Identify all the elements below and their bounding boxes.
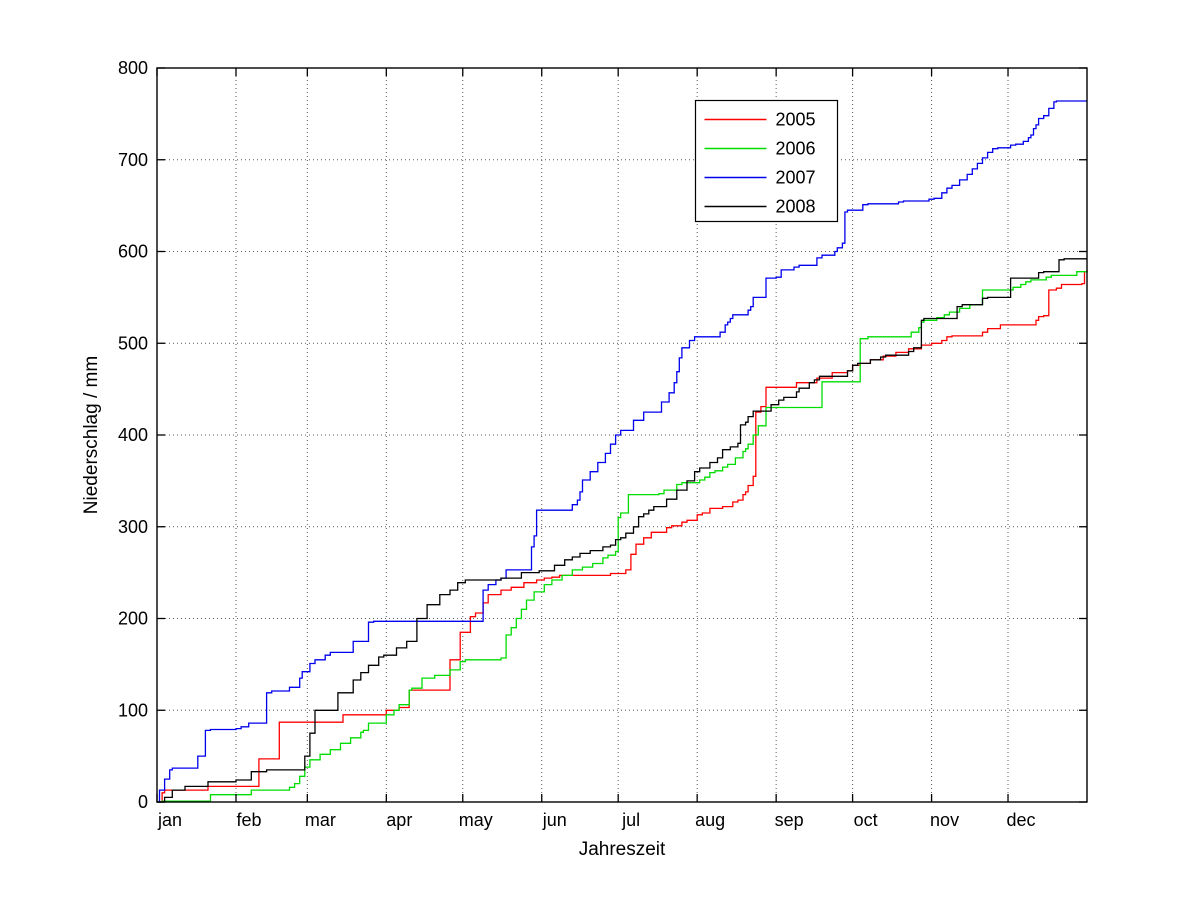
x-tick-label: feb — [236, 810, 261, 830]
x-tick-label: oct — [854, 810, 878, 830]
y-tick-label: 400 — [118, 425, 148, 445]
legend-label-2006: 2006 — [776, 139, 816, 159]
y-tick-label: 500 — [118, 333, 148, 353]
x-tick-label: jan — [157, 810, 182, 830]
tick-marks — [156, 67, 1087, 803]
y-tick-label: 300 — [118, 517, 148, 537]
y-tick-label: 0 — [138, 792, 148, 812]
x-tick-label: jun — [542, 810, 567, 830]
series-line-2008 — [157, 258, 1087, 803]
legend-label-2008: 2008 — [776, 197, 816, 217]
y-tick-label: 800 — [118, 58, 148, 78]
tick-labels: jan feb mar apr may jun jul aug sep oct nov dec 0 100… — [118, 58, 1036, 830]
legend-label-2007: 2007 — [776, 168, 816, 188]
legend-label-2005: 2005 — [776, 110, 816, 130]
y-tick-label: 600 — [118, 242, 148, 262]
series-line-2006 — [157, 270, 1088, 803]
grid-lines — [157, 68, 1087, 802]
series-line-2005 — [157, 269, 1088, 803]
x-tick-label: apr — [386, 810, 412, 830]
legend: 2005 2006 2007 2008 — [694, 99, 839, 223]
y-tick-label: 700 — [118, 150, 148, 170]
x-tick-label: dec — [1006, 810, 1035, 830]
legend-box — [694, 99, 839, 223]
x-tick-label: mar — [305, 810, 336, 830]
x-tick-label: aug — [695, 810, 725, 830]
y-tick-label: 100 — [118, 700, 148, 720]
y-axis-label: Niederschlag / mm — [81, 356, 102, 514]
x-tick-label: nov — [930, 810, 959, 830]
data-series — [157, 100, 1088, 803]
x-axis-label: Jahreszeit — [579, 839, 666, 860]
x-tick-label: sep — [775, 810, 804, 830]
series-line-2007 — [157, 100, 1087, 803]
x-tick-label: jul — [621, 810, 640, 830]
y-tick-label: 200 — [118, 609, 148, 629]
x-tick-label: may — [459, 810, 493, 830]
